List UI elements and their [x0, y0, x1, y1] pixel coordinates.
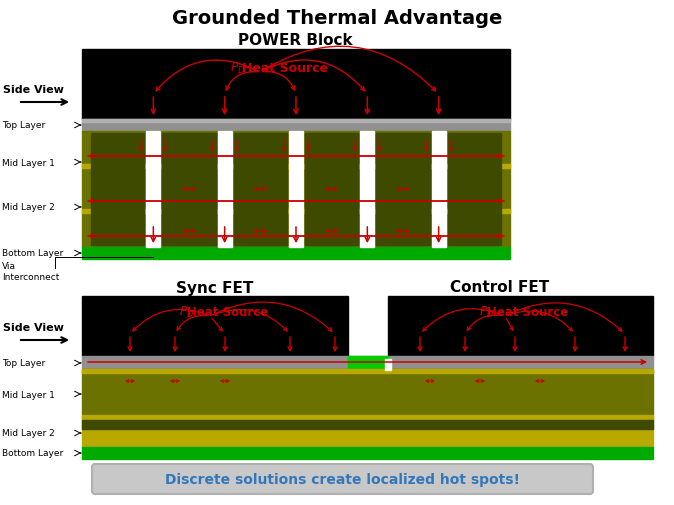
Text: Heat Source: Heat Source: [242, 62, 328, 74]
FancyBboxPatch shape: [92, 464, 593, 494]
Bar: [305, 134, 359, 245]
Text: Mid Layer 2: Mid Layer 2: [2, 429, 55, 438]
Text: Bottom Layer: Bottom Layer: [2, 249, 63, 258]
Text: Mid Layer 2: Mid Layer 2: [2, 203, 55, 212]
Bar: [376, 134, 429, 245]
Text: Sync FET: Sync FET: [177, 280, 253, 295]
Bar: [82, 247, 510, 260]
Text: Top Layer: Top Layer: [2, 121, 45, 130]
Text: $P_D$: $P_D$: [179, 304, 195, 319]
Bar: [305, 134, 359, 245]
Text: Side View: Side View: [3, 322, 63, 332]
Bar: [82, 369, 653, 373]
Bar: [82, 296, 348, 357]
Bar: [431, 132, 446, 247]
Text: $P_D$: $P_D$: [479, 304, 495, 319]
Bar: [82, 447, 653, 459]
Text: Heat Source: Heat Source: [487, 305, 569, 318]
Text: Mid Layer 1: Mid Layer 1: [2, 158, 55, 167]
Text: Discrete solutions create localized hot spots!: Discrete solutions create localized hot …: [165, 472, 520, 486]
Text: POWER Block: POWER Block: [238, 32, 353, 47]
Bar: [348, 357, 388, 369]
Bar: [146, 132, 160, 247]
Bar: [82, 210, 510, 214]
Bar: [82, 421, 653, 429]
Bar: [234, 134, 287, 245]
Text: Bottom Layer: Bottom Layer: [2, 448, 63, 458]
Bar: [82, 120, 510, 132]
Text: Mid Layer 1: Mid Layer 1: [2, 390, 55, 399]
Bar: [91, 134, 144, 245]
Bar: [218, 132, 232, 247]
Bar: [361, 132, 374, 247]
Text: Side View: Side View: [3, 85, 63, 95]
Bar: [82, 357, 653, 369]
Text: $P_D$: $P_D$: [230, 60, 246, 75]
Bar: [448, 134, 501, 245]
Bar: [234, 134, 287, 245]
Bar: [82, 165, 510, 169]
Text: Grounded Thermal Advantage: Grounded Thermal Advantage: [172, 9, 502, 27]
Bar: [162, 134, 216, 245]
Bar: [376, 134, 429, 245]
Bar: [82, 120, 510, 123]
Bar: [388, 296, 653, 357]
Bar: [289, 132, 303, 247]
Text: Heat Source: Heat Source: [187, 305, 269, 318]
Bar: [82, 132, 510, 247]
Text: Control FET: Control FET: [450, 280, 549, 295]
Bar: [82, 419, 653, 447]
Text: Via
Interconnect: Via Interconnect: [2, 262, 59, 281]
Text: Top Layer: Top Layer: [2, 359, 45, 368]
Bar: [82, 369, 653, 419]
Bar: [385, 359, 391, 370]
Bar: [82, 415, 653, 419]
Bar: [82, 50, 510, 120]
Bar: [162, 134, 216, 245]
